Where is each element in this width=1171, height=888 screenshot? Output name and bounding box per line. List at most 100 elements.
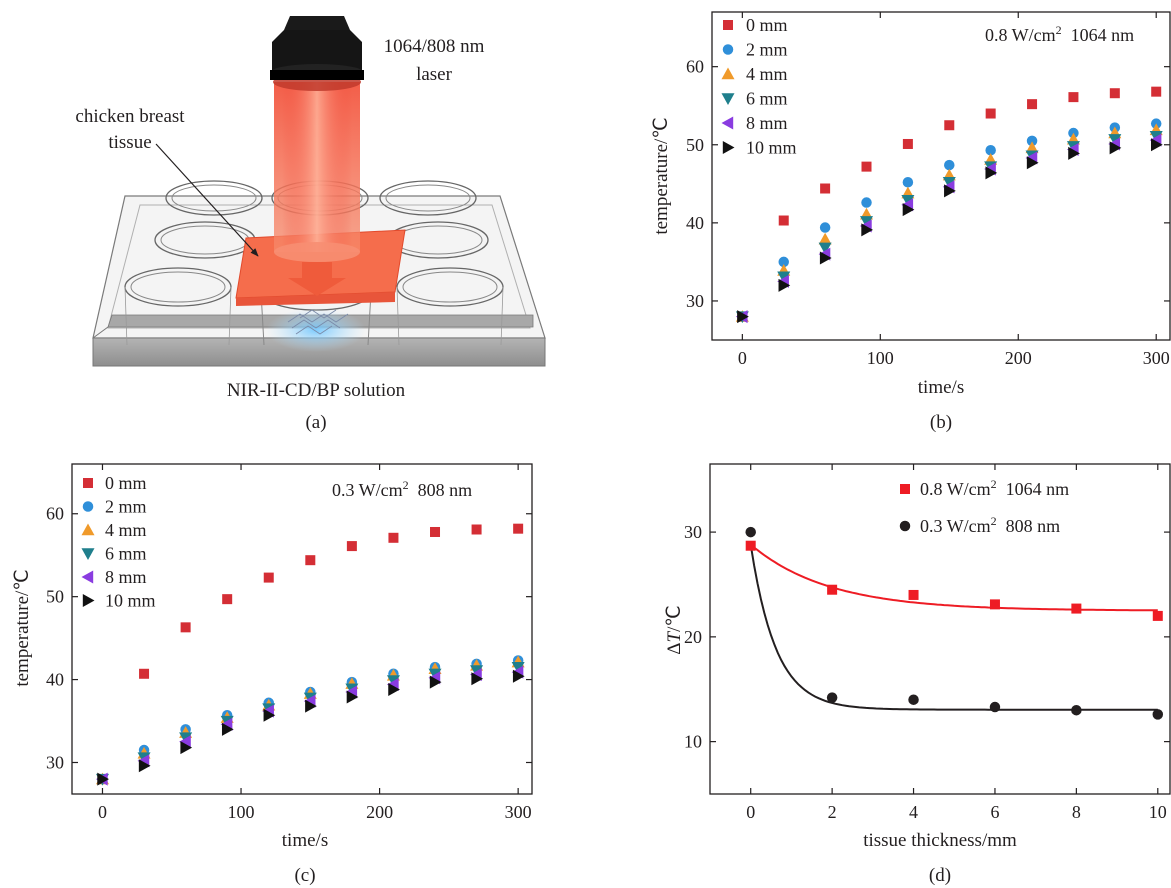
nanosheet-particles — [287, 309, 349, 335]
solution-label: NIR-II-CD/BP solution — [227, 380, 406, 401]
data-point — [1071, 603, 1082, 614]
y-tick-label: 40 — [46, 670, 64, 690]
data-point — [819, 222, 831, 233]
data-point — [388, 683, 400, 697]
data-point — [819, 251, 832, 265]
data-point — [818, 242, 832, 255]
power-annotation: 0.3 W/cm2 808 nm — [332, 478, 472, 500]
data-point — [902, 138, 913, 149]
legend: 0.8 W/cm2 1064 nm 0.3 W/cm2 808 nm — [899, 477, 1069, 536]
data-point — [471, 524, 482, 535]
data-point — [1026, 135, 1038, 147]
y-tick-label: 10 — [684, 732, 702, 752]
data-point — [1109, 88, 1120, 99]
y-axis: 30 40 50 60 — [46, 504, 532, 772]
legend-marker — [721, 93, 735, 105]
data-point — [985, 166, 998, 180]
data-point — [737, 310, 749, 324]
x-tick-label: 4 — [909, 802, 918, 822]
laser-beam — [274, 82, 360, 296]
legend-label: 0.3 W/cm2 808 nm — [920, 514, 1060, 536]
data-point — [221, 722, 234, 736]
data-point — [1027, 99, 1038, 110]
x-tick-label: 200 — [1005, 348, 1032, 368]
x-tick-label: 100 — [228, 802, 255, 822]
data-point — [827, 584, 838, 595]
legend-marker — [899, 520, 911, 532]
data-point — [1109, 141, 1122, 155]
data-point — [860, 216, 874, 228]
y-tick-label: 50 — [686, 135, 704, 155]
data-point — [263, 708, 276, 722]
x-axis-label: tissue thickness/mm — [863, 830, 1017, 851]
data-point — [985, 108, 996, 119]
fit-curves — [749, 543, 1158, 711]
y-axis-label: temperature/℃ — [651, 117, 672, 234]
data-point — [1152, 709, 1164, 720]
legend-marker — [900, 484, 910, 494]
y-tick-label: 30 — [46, 752, 64, 772]
data-point — [818, 232, 832, 245]
legend-label: 0 mm — [746, 15, 788, 35]
legend-marker — [82, 501, 94, 512]
data-point — [908, 589, 919, 600]
legend-label: 4 mm — [105, 520, 147, 540]
legend-marker — [722, 141, 735, 154]
x-tick-label: 10 — [1149, 802, 1167, 822]
data-markers — [735, 86, 1163, 324]
data-point — [263, 572, 274, 583]
legend-marker — [721, 67, 735, 80]
data-point — [513, 523, 524, 534]
panel-b-caption: (b) — [930, 412, 952, 433]
data-point — [989, 701, 1001, 713]
laser-head-icon — [270, 16, 364, 91]
data-point — [429, 675, 442, 689]
fit-curve — [749, 544, 1158, 711]
y-axis: 30 40 50 60 — [686, 57, 1170, 311]
legend: 0 mm 2 mm 4 mm 6 mm 8 mm 10 mm — [81, 473, 156, 611]
panel-a-illustration: 1064/808 nm laser chicken breast tissue … — [75, 16, 546, 433]
legend-marker — [82, 594, 95, 607]
laser-label-line1: 1064/808 nm — [384, 36, 485, 57]
x-tick-label: 0 — [738, 348, 747, 368]
data-point — [989, 599, 1000, 610]
legend-marker — [81, 548, 95, 560]
laser-label-line2: laser — [416, 64, 453, 85]
data-point — [778, 278, 791, 292]
panel-a-caption: (a) — [305, 412, 326, 433]
data-point — [430, 526, 441, 537]
data-point — [942, 177, 956, 189]
data-point — [346, 690, 359, 704]
y-tick-label: 40 — [686, 213, 704, 233]
data-point — [1151, 86, 1162, 97]
y-tick-label: 60 — [46, 504, 64, 524]
legend-label: 8 mm — [746, 113, 788, 133]
data-point — [1068, 146, 1080, 160]
legend-marker — [723, 20, 733, 30]
data-point — [745, 540, 756, 551]
data-point — [1068, 92, 1079, 103]
chart-d: 0 2 4 6 8 10 10 20 30 0.8 W/cm2 1064 nm 0.3 W/cm… — [664, 463, 1171, 886]
data-point — [222, 594, 233, 605]
data-point — [179, 735, 191, 749]
data-point — [388, 532, 399, 543]
legend-label: 2 mm — [746, 40, 788, 60]
x-tick-label: 300 — [1143, 348, 1170, 368]
data-point — [985, 144, 996, 156]
legend-label: 6 mm — [105, 544, 147, 564]
data-point — [180, 741, 193, 755]
data-markers — [745, 526, 1164, 720]
panel-c-caption: (c) — [294, 865, 315, 886]
x-tick-label: 8 — [1072, 802, 1081, 822]
data-point — [1152, 610, 1163, 621]
plot-frame — [711, 11, 1171, 341]
data-point — [861, 161, 872, 172]
tissue-label-line2: tissue — [108, 132, 151, 153]
legend-marker — [721, 116, 734, 130]
data-point — [861, 197, 872, 208]
data-point — [902, 203, 915, 217]
data-point — [861, 223, 874, 237]
legend-label: 2 mm — [105, 497, 147, 517]
data-point — [902, 176, 914, 188]
